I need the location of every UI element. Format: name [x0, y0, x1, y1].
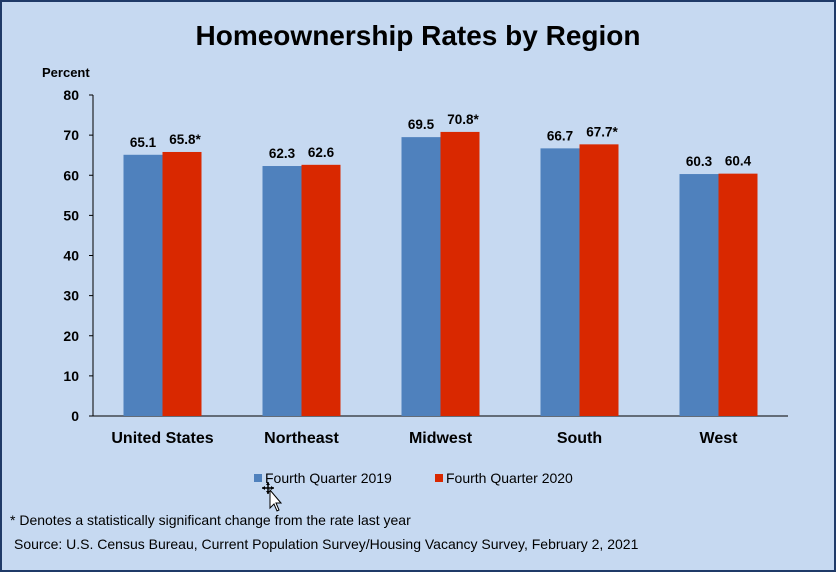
x-tick-label: Midwest	[409, 430, 473, 447]
y-tick-label: 70	[63, 127, 79, 143]
y-tick-label: 40	[63, 248, 79, 264]
bar	[540, 148, 580, 416]
y-tick-label: 10	[63, 368, 79, 384]
source-note: Source: U.S. Census Bureau, Current Popu…	[14, 536, 639, 552]
bar	[162, 151, 202, 417]
chart-title: Homeownership Rates by Region	[195, 20, 641, 51]
y-tick-label: 0	[71, 408, 79, 424]
legend-swatch-2019	[254, 474, 262, 482]
y-axis-label: Percent	[42, 65, 90, 80]
y-tick-label: 50	[63, 207, 79, 223]
data-label: 60.4	[725, 154, 752, 169]
data-label: 66.7	[547, 128, 573, 143]
bar	[262, 166, 302, 416]
data-label: 62.6	[308, 145, 335, 160]
x-tick-label: Northeast	[264, 430, 339, 447]
legend-item-2019: Fourth Quarter 2019	[254, 470, 392, 486]
data-label: 70.8*	[447, 112, 479, 127]
data-label: 60.3	[686, 154, 713, 169]
legend-swatch-2020	[435, 474, 443, 482]
legend-item-2020: Fourth Quarter 2020	[435, 470, 573, 486]
bar	[301, 164, 341, 416]
footnote: * Denotes a statistically significant ch…	[10, 512, 411, 528]
data-label: 69.5	[408, 117, 435, 132]
data-label: 62.3	[269, 146, 296, 161]
data-label: 65.8*	[169, 132, 201, 147]
y-tick-label: 30	[63, 288, 79, 304]
bar	[440, 131, 480, 417]
x-tick-label: South	[557, 430, 602, 447]
y-tick-label: 60	[63, 167, 79, 183]
data-label: 65.1	[130, 135, 157, 150]
bar	[718, 173, 758, 416]
bar	[401, 137, 441, 416]
y-tick-label: 80	[63, 87, 79, 103]
legend-label-2020: Fourth Quarter 2020	[446, 470, 573, 486]
bar	[123, 154, 163, 416]
data-label: 67.7*	[586, 124, 618, 139]
bar	[579, 144, 619, 416]
x-tick-label: West	[700, 430, 739, 447]
y-tick-label: 20	[63, 328, 79, 344]
x-tick-label: United States	[111, 430, 213, 447]
move-cursor-icon	[262, 482, 282, 512]
legend-label-2019: Fourth Quarter 2019	[265, 470, 392, 486]
bar	[679, 174, 719, 416]
plot-area: 0 10 20 30 40 50 60 70 80 65.1 65.8* United States 6…	[63, 87, 788, 447]
